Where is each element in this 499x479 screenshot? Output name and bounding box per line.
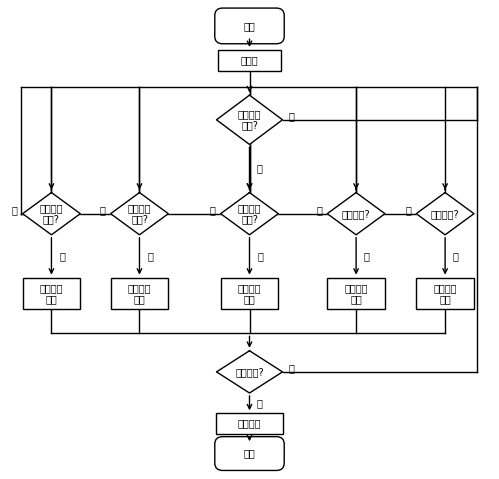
Bar xyxy=(22,277,80,309)
Text: 关闭程序: 关闭程序 xyxy=(238,419,261,429)
Text: 否: 否 xyxy=(316,205,322,215)
Text: 转速电压
曲线?: 转速电压 曲线? xyxy=(128,203,151,225)
Bar xyxy=(327,277,385,309)
Text: 是: 是 xyxy=(257,251,263,261)
Text: 结束: 结束 xyxy=(244,448,255,458)
Text: 关闭程序?: 关闭程序? xyxy=(235,367,264,377)
Text: 选择某项
功能?: 选择某项 功能? xyxy=(238,109,261,131)
Text: 转速负载
曲线?: 转速负载 曲线? xyxy=(40,203,63,225)
Text: 是: 是 xyxy=(147,251,153,261)
Text: 转速频率
曲线?: 转速频率 曲线? xyxy=(238,203,261,225)
Text: 是: 是 xyxy=(364,251,370,261)
Polygon shape xyxy=(111,193,168,235)
FancyBboxPatch shape xyxy=(215,8,284,44)
Text: 否: 否 xyxy=(288,111,294,121)
Text: 转速负载
测试: 转速负载 测试 xyxy=(238,283,261,304)
Text: 否: 否 xyxy=(12,205,17,215)
Polygon shape xyxy=(22,193,80,235)
Text: 是: 是 xyxy=(257,398,262,408)
Text: 是: 是 xyxy=(59,251,65,261)
Bar xyxy=(111,277,168,309)
Text: 否: 否 xyxy=(288,363,294,373)
Polygon shape xyxy=(217,95,282,145)
Text: 是: 是 xyxy=(257,163,262,173)
Text: 转速负载
测试: 转速负载 测试 xyxy=(128,283,151,304)
Text: 开始: 开始 xyxy=(244,21,255,31)
Polygon shape xyxy=(221,193,278,235)
Text: 否: 否 xyxy=(100,205,106,215)
Text: 转速负载
测试: 转速负载 测试 xyxy=(40,283,63,304)
Bar xyxy=(217,413,282,434)
Polygon shape xyxy=(416,193,474,235)
Bar xyxy=(221,277,278,309)
FancyBboxPatch shape xyxy=(215,437,284,470)
Polygon shape xyxy=(327,193,385,235)
Text: 转速测量?: 转速测量? xyxy=(342,209,370,219)
Text: 否: 否 xyxy=(406,205,411,215)
Text: 转速负载
测试: 转速负载 测试 xyxy=(433,283,457,304)
Text: 是: 是 xyxy=(453,251,459,261)
Bar xyxy=(218,50,281,70)
Polygon shape xyxy=(217,351,282,393)
Text: 否: 否 xyxy=(210,205,216,215)
Text: 扇矩测量?: 扇矩测量? xyxy=(431,209,460,219)
Text: 转速负载
测试: 转速负载 测试 xyxy=(344,283,368,304)
Bar xyxy=(416,277,474,309)
Text: 初始化: 初始化 xyxy=(241,55,258,65)
